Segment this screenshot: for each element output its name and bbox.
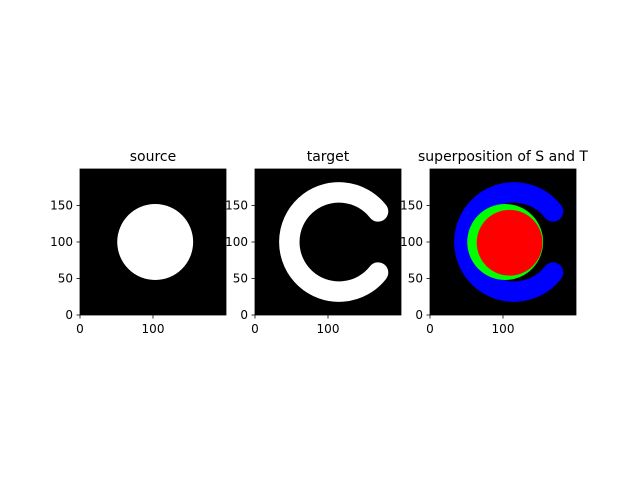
panel-source: 0 100 0 50 100 150 source	[50, 149, 227, 336]
x-tick-label: 0	[76, 322, 84, 336]
x-tick-label: 100	[317, 322, 340, 336]
y-tick-label: 150	[400, 199, 423, 213]
disk-shape	[117, 204, 194, 280]
x-tick-label: 100	[142, 322, 165, 336]
y-tick-label: 50	[58, 272, 73, 286]
y-tick-label: 150	[225, 199, 248, 213]
y-tick-label: 100	[50, 235, 73, 249]
image-shapes	[454, 182, 564, 302]
panel-target: 0 100 0 50 100 150 target	[225, 149, 402, 336]
panel-title: target	[307, 149, 350, 165]
y-tick-label: 0	[65, 308, 73, 322]
image-shapes	[117, 204, 194, 280]
panel-title: superposition of S and T	[418, 149, 588, 165]
y-tick-label: 0	[240, 308, 248, 322]
y-tick-label: 100	[225, 235, 248, 249]
arc-shape	[454, 182, 564, 302]
y-tick-label: 100	[400, 235, 423, 249]
panel-title: source	[130, 149, 177, 165]
y-tick-label: 50	[408, 272, 423, 286]
y-tick-label: 0	[415, 308, 423, 322]
x-tick-label: 100	[492, 322, 515, 336]
x-tick-label: 0	[426, 322, 434, 336]
y-tick-label: 50	[233, 272, 248, 286]
image-shapes	[279, 182, 389, 302]
panel-superposition: 0 100 0 50 100 150 superposition of S and T	[400, 149, 588, 336]
disk-shape	[476, 209, 543, 276]
y-tick-label: 150	[50, 199, 73, 213]
x-tick-label: 0	[251, 322, 259, 336]
arc-shape	[279, 182, 389, 302]
